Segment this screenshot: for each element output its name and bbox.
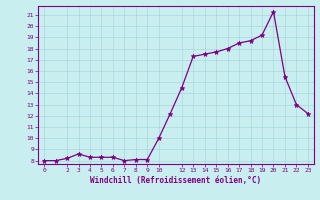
X-axis label: Windchill (Refroidissement éolien,°C): Windchill (Refroidissement éolien,°C) [91, 176, 261, 185]
